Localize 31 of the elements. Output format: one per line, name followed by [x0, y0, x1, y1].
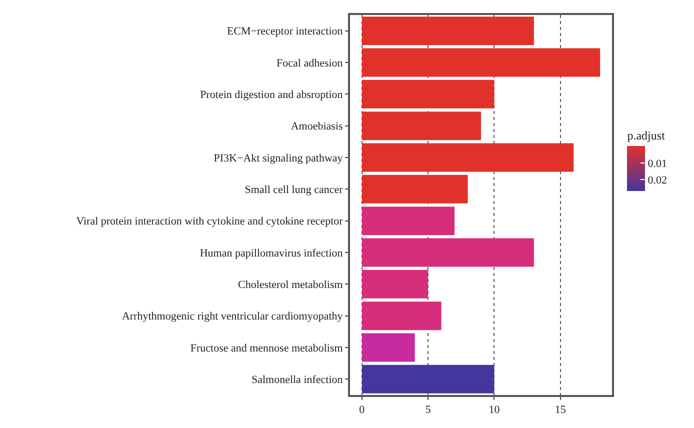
y-tick-label: Protein digestion and absroption [200, 89, 344, 102]
bar [362, 333, 415, 362]
bar [362, 302, 442, 330]
bar [362, 48, 600, 77]
x-tick-label: 5 [425, 404, 432, 416]
bar [362, 238, 534, 267]
color-bar-title: p.adjust [627, 128, 666, 142]
y-tick-label: Arrhythmogenic right ventricular cardiomyopathy [122, 310, 344, 323]
y-tick-label: Focal adhesion [276, 57, 344, 70]
y-tick-label: Small cell lung cancer [244, 184, 344, 196]
y-tick-label: Human papillomavirus infection [200, 247, 344, 260]
bar [362, 16, 534, 46]
bar [362, 80, 494, 108]
y-tick-label: ECM−receptor interaction [226, 26, 344, 38]
y-tick-label: Cholesterol metabolism [238, 279, 344, 292]
y-tick-label: PI3K−Akt signaling pathway [214, 152, 344, 164]
x-tick-label: 10 [488, 404, 500, 416]
color-bar-label: 0.02 [648, 174, 667, 187]
bar [362, 270, 428, 298]
bar [362, 112, 481, 140]
bar [362, 174, 468, 204]
color-bar-label: 0.01 [648, 158, 667, 170]
y-tick-label: Fructose and mennose metabolism [190, 342, 344, 354]
y-tick-label: Amoebiasis [290, 120, 343, 133]
y-tick-label: Salmonella infection [251, 374, 344, 386]
bar [362, 206, 455, 236]
bar [362, 364, 494, 394]
y-tick-label: Viral protein interaction with cytokine and cytokine receptor [76, 216, 344, 228]
x-tick-label: 0 [359, 404, 366, 416]
x-tick-label: 15 [554, 404, 566, 416]
bar [362, 143, 574, 172]
